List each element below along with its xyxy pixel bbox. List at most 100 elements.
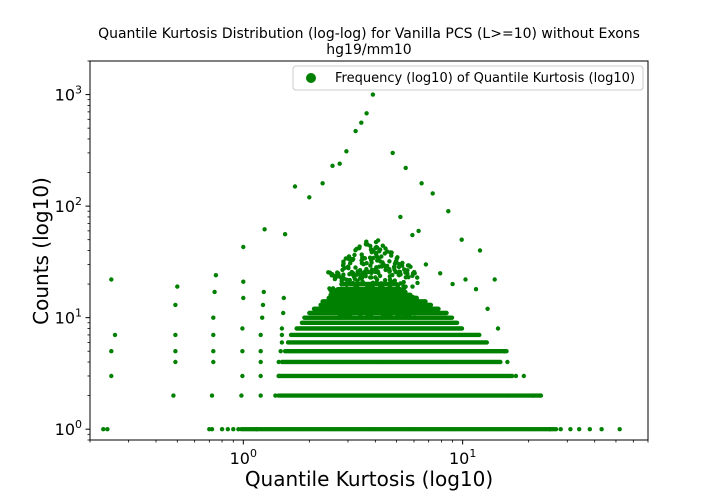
cloud-point [394, 259, 399, 264]
data-point [279, 326, 285, 331]
cloud-point [389, 281, 395, 286]
cloud-point [356, 307, 362, 312]
cloud-point [331, 299, 337, 304]
data-point [213, 273, 219, 278]
cloud-point [406, 315, 411, 320]
cloud-point [352, 295, 358, 300]
cloud-point [374, 245, 380, 250]
cloud-point [352, 252, 357, 258]
cloud-point [414, 304, 419, 310]
data-point [262, 227, 267, 232]
cloud-point [371, 302, 376, 307]
cloud-point [369, 298, 374, 303]
cloud-point [359, 315, 364, 320]
data-point [240, 349, 245, 354]
cloud-point [382, 301, 388, 307]
cloud-point [415, 275, 420, 280]
data-point [446, 209, 451, 214]
cloud-point [403, 305, 409, 310]
data-point [258, 349, 263, 354]
y-tick-label: 101 [55, 307, 82, 328]
cloud-point [345, 298, 351, 303]
cloud-point [336, 315, 341, 320]
data-point [337, 161, 342, 166]
cloud-point [360, 280, 366, 285]
cloud-point [387, 310, 392, 315]
cloud-point [388, 303, 394, 309]
data-point [577, 427, 582, 432]
cloud-point [484, 340, 489, 345]
cloud-point [423, 299, 428, 304]
cloud-point [510, 373, 515, 379]
legend: Frequency (log10) of Quantile Kurtosis (… [292, 65, 644, 91]
cloud-point [361, 295, 366, 301]
points-layer [101, 92, 622, 432]
cloud-point [404, 310, 409, 315]
cloud-point [396, 264, 402, 270]
cloud-point [337, 304, 342, 310]
cloud-point [341, 272, 346, 277]
cloud-point [341, 276, 347, 281]
cloud-point [393, 269, 398, 275]
data-point [241, 244, 246, 250]
cloud-point [342, 297, 347, 302]
cloud-point [385, 263, 390, 269]
cloud-point [370, 307, 375, 313]
cloud-point [428, 302, 434, 308]
dense-point-cloud [239, 238, 559, 432]
data-point [211, 349, 216, 354]
cloud-point [399, 301, 404, 307]
cloud-point [377, 283, 383, 288]
cloud-point [373, 295, 378, 301]
cloud-point [498, 359, 503, 365]
cloud-point [407, 297, 412, 303]
cloud-point [332, 287, 337, 293]
data-point [281, 295, 286, 301]
data-point [587, 427, 592, 432]
data-point [219, 427, 225, 432]
data-point [599, 427, 604, 432]
cloud-point [357, 268, 363, 273]
cloud-point [394, 301, 399, 306]
cloud-point [344, 286, 349, 291]
data-point [225, 427, 230, 432]
cloud-point [412, 311, 417, 316]
cloud-point [378, 259, 383, 264]
data-point [258, 332, 263, 338]
data-point [495, 326, 501, 331]
cloud-point [338, 275, 343, 280]
cloud-point [387, 259, 392, 264]
data-point [617, 427, 622, 432]
cloud-point [371, 255, 376, 261]
data-point [344, 149, 349, 154]
cloud-point [346, 303, 351, 308]
cloud-point [400, 310, 405, 315]
data-point [505, 359, 510, 365]
cloud-point [387, 268, 392, 274]
cloud-point [359, 310, 364, 316]
data-point [276, 359, 281, 365]
cloud-point [375, 307, 381, 312]
data-point [109, 373, 114, 379]
cloud-point [410, 307, 416, 313]
data-point [513, 373, 519, 379]
data-point [109, 349, 114, 354]
data-point [260, 315, 265, 320]
data-point [209, 393, 215, 398]
cloud-point [379, 254, 384, 259]
data-point [231, 427, 236, 432]
data-point [521, 373, 526, 379]
data-point [281, 310, 286, 316]
cloud-point [342, 265, 347, 271]
cloud-point [369, 281, 374, 287]
cloud-point [401, 279, 406, 285]
y-axis-label: Counts (log10) [29, 177, 53, 325]
data-point [450, 281, 455, 287]
cloud-point [377, 249, 382, 254]
data-point [241, 279, 246, 284]
data-point [485, 306, 490, 311]
cloud-point [367, 293, 373, 298]
x-axis: 100 101 [89, 440, 649, 468]
data-point [211, 359, 216, 365]
cloud-point [365, 310, 370, 315]
